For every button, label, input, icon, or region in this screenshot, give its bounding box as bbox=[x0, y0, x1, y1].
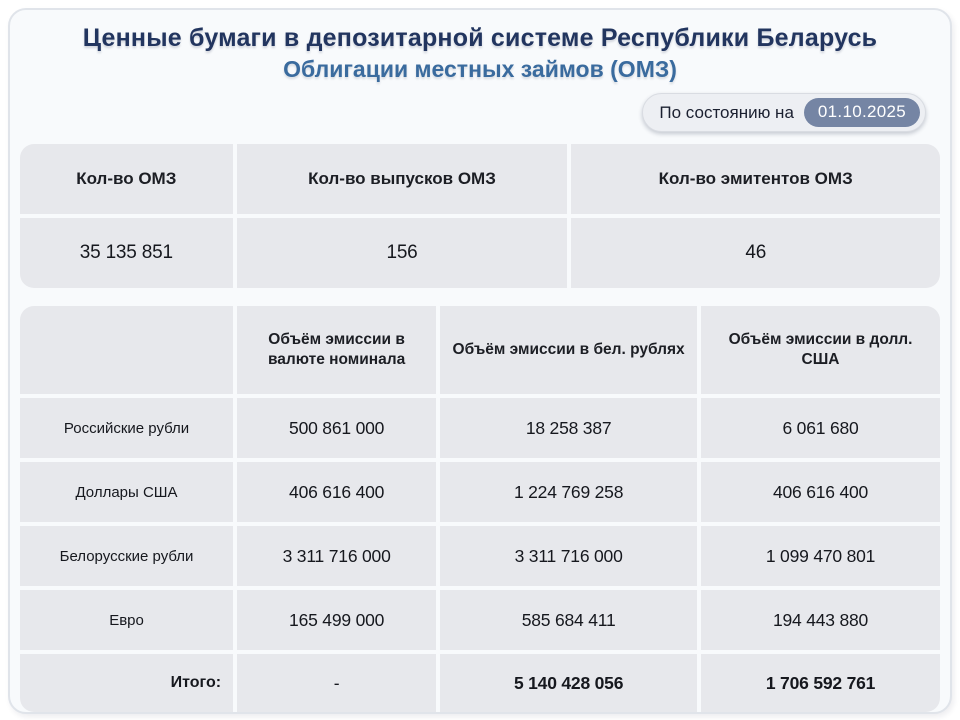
page-subtitle: Облигации местных займов (ОМЗ) bbox=[283, 56, 677, 82]
emission-header-empty bbox=[20, 306, 234, 394]
row-usd-nominal: 406 616 400 bbox=[237, 462, 437, 522]
row-eur-byn: 585 684 411 bbox=[440, 590, 698, 650]
as-of-pill: По состоянию на 01.10.2025 bbox=[642, 93, 926, 132]
page-title: Ценные бумаги в депозитарной системе Рес… bbox=[82, 24, 878, 52]
summary-value-count: 35 135 851 bbox=[20, 218, 233, 288]
row-rub-nominal: 500 861 000 bbox=[237, 398, 437, 458]
summary-header-issuers: Кол-во эмитентов ОМЗ bbox=[571, 144, 940, 214]
row-usd-byn: 1 224 769 258 bbox=[440, 462, 698, 522]
as-of-date-chip[interactable]: 01.10.2025 bbox=[803, 98, 920, 127]
as-of-label: По состоянию на bbox=[659, 102, 794, 122]
row-byn-nominal: 3 311 716 000 bbox=[237, 526, 437, 586]
emission-header-nominal: Объём эмиссии в валюте номинала bbox=[237, 306, 437, 394]
row-label-eur: Евро bbox=[20, 590, 234, 650]
row-eur-usd: 194 443 880 bbox=[701, 590, 940, 650]
row-label-rub: Российские рубли bbox=[20, 398, 234, 458]
summary-header-issues: Кол-во выпусков ОМЗ bbox=[236, 144, 568, 214]
row-label-byn: Белорусские рубли bbox=[20, 526, 234, 586]
summary-value-issuers: 46 bbox=[571, 218, 940, 288]
row-rub-byn: 18 258 387 bbox=[440, 398, 698, 458]
row-label-usd-currency: Доллары США bbox=[20, 462, 234, 522]
row-rub-usd: 6 061 680 bbox=[701, 398, 940, 458]
summary-value-issues: 156 bbox=[236, 218, 568, 288]
summary-table: Кол-во ОМЗ Кол-во выпусков ОМЗ Кол-во эм… bbox=[20, 144, 940, 288]
row-eur-nominal: 165 499 000 bbox=[237, 590, 437, 650]
row-byn-usd: 1 099 470 801 bbox=[701, 526, 940, 586]
emission-header-usd: Объём эмиссии в долл. США bbox=[701, 306, 940, 394]
emission-header-byn: Объём эмиссии в бел. рублях bbox=[440, 306, 698, 394]
row-usd-usd: 406 616 400 bbox=[701, 462, 940, 522]
row-byn-byn: 3 311 716 000 bbox=[440, 526, 698, 586]
total-label: Итого: bbox=[20, 654, 234, 712]
info-card: Ценные бумаги в депозитарной системе Рес… bbox=[8, 8, 952, 714]
as-of-row: По состоянию на 01.10.2025 bbox=[20, 93, 926, 132]
total-usd: 1 706 592 761 bbox=[701, 654, 940, 712]
total-byn: 5 140 428 056 bbox=[440, 654, 698, 712]
summary-header-count: Кол-во ОМЗ bbox=[20, 144, 233, 214]
total-nominal: - bbox=[237, 654, 437, 712]
emission-table: Объём эмиссии в валюте номинала Объём эм… bbox=[20, 306, 940, 712]
